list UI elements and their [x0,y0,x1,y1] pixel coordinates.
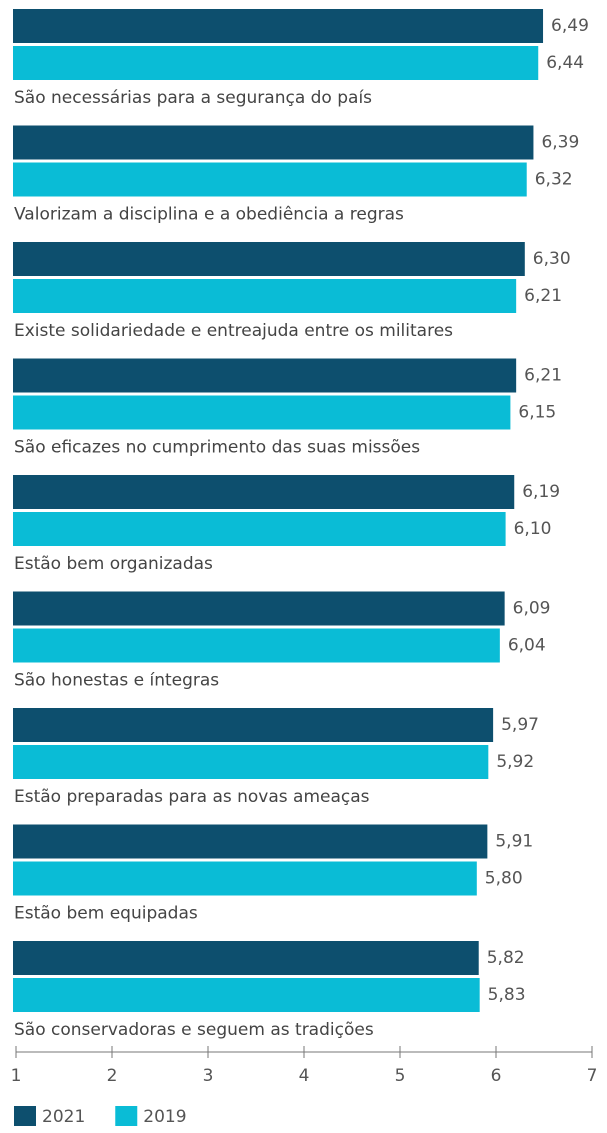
value-label: 5,92 [496,752,534,772]
bar [13,395,511,430]
value-label: 5,82 [487,948,525,968]
category-label: Estão preparadas para as novas ameaças [14,787,370,807]
bar [13,9,544,43]
bar [13,861,477,896]
x-tick-label: 6 [491,1066,502,1086]
value-label: 6,39 [541,133,579,153]
value-label: 6,09 [513,599,551,619]
bar [13,591,505,626]
bar [13,978,480,1012]
value-label: 6,32 [535,170,573,190]
value-label: 5,97 [501,715,539,735]
bar [13,745,489,779]
value-label: 6,30 [533,249,571,269]
bar [13,824,488,859]
bar [13,708,494,742]
bar [13,475,515,509]
legend-swatch [14,1106,36,1126]
category-label: Estão bem equipadas [14,904,198,924]
bar [13,358,517,393]
value-label: 6,19 [522,482,560,502]
x-tick-label: 2 [107,1066,118,1086]
value-label: 6,04 [508,636,546,656]
bar [13,941,479,975]
legend-swatch [115,1106,138,1126]
value-label: 5,80 [485,869,523,889]
value-label: 6,44 [546,53,584,73]
value-label: 5,91 [495,832,533,852]
category-label: São necessárias para a segurança do país [14,88,372,108]
legend-label: 2019 [143,1107,186,1127]
value-label: 6,21 [524,366,562,386]
category-label: São eficazes no cumprimento das suas mis… [14,438,420,458]
category-label: Valorizam a disciplina e a obediência a … [14,205,404,225]
legend-label: 2021 [42,1107,85,1127]
value-label: 5,83 [488,985,526,1005]
value-label: 6,49 [551,16,589,36]
x-tick-label: 1 [11,1066,22,1086]
value-label: 6,15 [518,403,556,423]
x-tick-label: 5 [395,1066,406,1086]
bar [13,162,527,197]
x-tick-label: 3 [203,1066,214,1086]
x-tick-label: 7 [587,1066,598,1086]
bar [13,125,534,160]
category-label: São honestas e íntegras [14,671,219,691]
bar [13,512,506,546]
value-label: 6,21 [524,286,562,306]
value-label: 6,10 [514,519,552,539]
category-label: São conservadoras e seguem as tradições [14,1020,374,1040]
bar [13,279,517,313]
bar [13,628,500,663]
bar [13,46,539,80]
bar [13,242,525,276]
x-tick-label: 4 [299,1066,310,1086]
category-label: Estão bem organizadas [14,554,213,574]
category-label: Existe solidariedade e entreajuda entre … [14,321,453,341]
